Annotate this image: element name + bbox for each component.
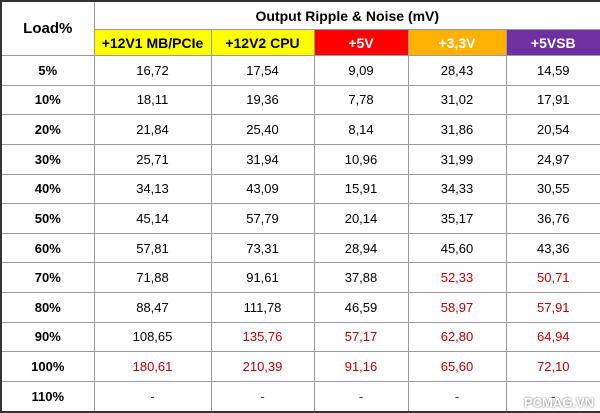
load-cell: 80% xyxy=(0,292,95,323)
header-row: Load% Output Ripple & Noise (mV) xyxy=(0,0,600,56)
value-cell: 62,80 xyxy=(407,321,507,353)
value-cell: 111,78 xyxy=(210,292,315,323)
value-cell: 25,71 xyxy=(93,143,212,175)
value-cell: 21,84 xyxy=(93,114,212,145)
table-row: 60% 57,81 73,31 28,94 45,60 43,36 xyxy=(0,232,600,264)
load-cell: 110% xyxy=(0,380,95,413)
value-cell: 17,91 xyxy=(505,84,600,116)
value-cell: 135,76 xyxy=(210,321,315,353)
value-cell: - xyxy=(505,380,600,413)
table-row: 5% 16,72 17,54 9,09 28,43 14,59 xyxy=(0,55,600,86)
column-header: +5V xyxy=(313,29,409,56)
value-cell: - xyxy=(313,380,409,413)
column-header: +12V2 CPU xyxy=(210,29,315,56)
table-row: 10% 18,11 19,36 7,78 31,02 17,91 xyxy=(0,84,600,116)
value-cell: 34,33 xyxy=(407,173,507,205)
value-cell: 52,33 xyxy=(407,262,507,293)
value-cell: 50,71 xyxy=(505,262,600,293)
group-header: Output Ripple & Noise (mV) xyxy=(93,0,600,30)
header-row: +12V1 MB/PCIe +12V2 CPU +5V +3,3V +5VSB xyxy=(1,29,600,56)
value-cell: - xyxy=(210,380,315,413)
value-cell: 17,54 xyxy=(210,55,315,86)
value-cell: 31,94 xyxy=(210,143,315,175)
value-cell: 10,96 xyxy=(313,143,409,175)
load-cell: 5% xyxy=(0,55,95,86)
load-cell: 60% xyxy=(0,232,95,264)
table-row: 80% 88,47 111,78 46,59 58,97 57,91 xyxy=(0,292,600,323)
table-row: 110% - - - - - xyxy=(0,380,600,413)
table-head: Load% Output Ripple & Noise (mV) +12V1 M… xyxy=(0,0,600,56)
column-header: +12V1 MB/PCIe xyxy=(93,29,212,56)
value-cell: 72,10 xyxy=(505,351,600,382)
value-cell: - xyxy=(93,380,212,413)
value-cell: 20,54 xyxy=(505,114,600,145)
value-cell: 73,31 xyxy=(210,232,315,264)
value-cell: 43,36 xyxy=(505,232,600,264)
value-cell: 91,61 xyxy=(210,262,315,293)
value-cell: 210,39 xyxy=(210,351,315,382)
value-cell: 108,65 xyxy=(93,321,212,353)
table-row: 20% 21,84 25,40 8,14 31,86 20,54 xyxy=(0,114,600,145)
value-cell: 35,17 xyxy=(407,203,507,234)
value-cell: 64,94 xyxy=(505,321,600,353)
load-cell: 70% xyxy=(0,262,95,293)
value-cell: 180,61 xyxy=(93,351,212,382)
corner-header: Load% xyxy=(0,0,95,56)
load-cell: 100% xyxy=(0,351,95,382)
value-cell: 30,55 xyxy=(505,173,600,205)
table-row: 100% 180,61 210,39 91,16 65,60 72,10 xyxy=(0,351,600,382)
value-cell: 46,59 xyxy=(313,292,409,323)
value-cell: 65,60 xyxy=(407,351,507,382)
table-row: 40% 34,13 43,09 15,91 34,33 30,55 xyxy=(0,173,600,205)
value-cell: 43,09 xyxy=(210,173,315,205)
value-cell: 15,91 xyxy=(313,173,409,205)
load-cell: 90% xyxy=(0,321,95,353)
value-cell: 20,14 xyxy=(313,203,409,234)
value-cell: 31,86 xyxy=(407,114,507,145)
table-row: 50% 45,14 57,79 20,14 35,17 36,76 xyxy=(0,203,600,234)
value-cell: 91,16 xyxy=(313,351,409,382)
value-cell: 31,99 xyxy=(407,143,507,175)
column-header: +3,3V xyxy=(407,29,507,56)
table-row: 70% 71,88 91,61 37,88 52,33 50,71 xyxy=(0,262,600,293)
value-cell: 18,11 xyxy=(93,84,212,116)
column-header: +5VSB xyxy=(505,29,600,56)
value-cell: 28,94 xyxy=(313,232,409,264)
table-body: 5% 16,72 17,54 9,09 28,43 14,59 10% 18,11 19,36 7… xyxy=(0,55,600,413)
table-row: 90% 108,65 135,76 57,17 62,80 64,94 xyxy=(0,321,600,353)
load-cell: 30% xyxy=(0,143,95,175)
value-cell: 34,13 xyxy=(93,173,212,205)
value-cell: 57,81 xyxy=(93,232,212,264)
watermark: PCMAG.VN xyxy=(523,395,594,410)
value-cell: 7,78 xyxy=(313,84,409,116)
table-row: 30% 25,71 31,94 10,96 31,99 24,97 xyxy=(0,143,600,175)
value-cell: 14,59 xyxy=(505,55,600,86)
value-cell: 24,97 xyxy=(505,143,600,175)
value-cell: 31,02 xyxy=(407,84,507,116)
value-cell: 28,43 xyxy=(407,55,507,86)
value-cell: 8,14 xyxy=(313,114,409,145)
value-cell: 57,17 xyxy=(313,321,409,353)
value-cell: 36,76 xyxy=(505,203,600,234)
value-cell: - xyxy=(407,380,507,413)
value-cell: 16,72 xyxy=(93,55,212,86)
load-cell: 50% xyxy=(0,203,95,234)
value-cell: 19,36 xyxy=(210,84,315,116)
value-cell: 57,79 xyxy=(210,203,315,234)
value-cell: 25,40 xyxy=(210,114,315,145)
value-cell: 9,09 xyxy=(313,55,409,86)
value-cell: 57,91 xyxy=(505,292,600,323)
value-cell: 37,88 xyxy=(313,262,409,293)
value-cell: 45,60 xyxy=(407,232,507,264)
value-cell: 58,97 xyxy=(407,292,507,323)
value-cell: 88,47 xyxy=(93,292,212,323)
load-cell: 20% xyxy=(0,114,95,145)
value-cell: 45,14 xyxy=(93,203,212,234)
load-cell: 40% xyxy=(0,173,95,205)
value-cell: 71,88 xyxy=(93,262,212,293)
load-cell: 10% xyxy=(0,84,95,116)
